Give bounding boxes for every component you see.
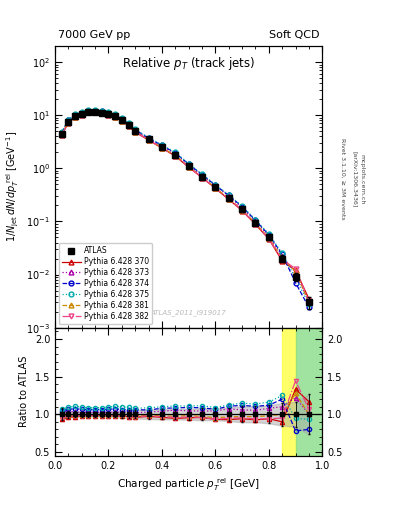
Text: 7000 GeV pp: 7000 GeV pp <box>58 30 130 40</box>
Text: Rivet 3.1.10, ≥ 3M events: Rivet 3.1.10, ≥ 3M events <box>340 138 345 220</box>
Y-axis label: $1/N_{\rm jet}\,dN/dp_T^{\rm\ rel}$ [GeV$^{-1}$]: $1/N_{\rm jet}\,dN/dp_T^{\rm\ rel}$ [GeV… <box>4 131 20 243</box>
Bar <box>296 328 322 456</box>
Text: [arXiv:1306.3436]: [arXiv:1306.3436] <box>352 151 357 207</box>
Text: ATLAS_2011_I919017: ATLAS_2011_I919017 <box>151 310 226 316</box>
Text: Relative $p_T$ (track jets): Relative $p_T$ (track jets) <box>122 55 255 72</box>
Text: mcplots.cern.ch: mcplots.cern.ch <box>360 154 365 204</box>
X-axis label: Charged particle $p_T^{\rm\ rel}$ [GeV]: Charged particle $p_T^{\rm\ rel}$ [GeV] <box>117 476 260 493</box>
Text: Soft QCD: Soft QCD <box>269 30 320 40</box>
Y-axis label: Ratio to ATLAS: Ratio to ATLAS <box>19 356 29 428</box>
Legend: ATLAS, Pythia 6.428 370, Pythia 6.428 373, Pythia 6.428 374, Pythia 6.428 375, P: ATLAS, Pythia 6.428 370, Pythia 6.428 37… <box>59 243 152 324</box>
Bar <box>282 328 296 456</box>
